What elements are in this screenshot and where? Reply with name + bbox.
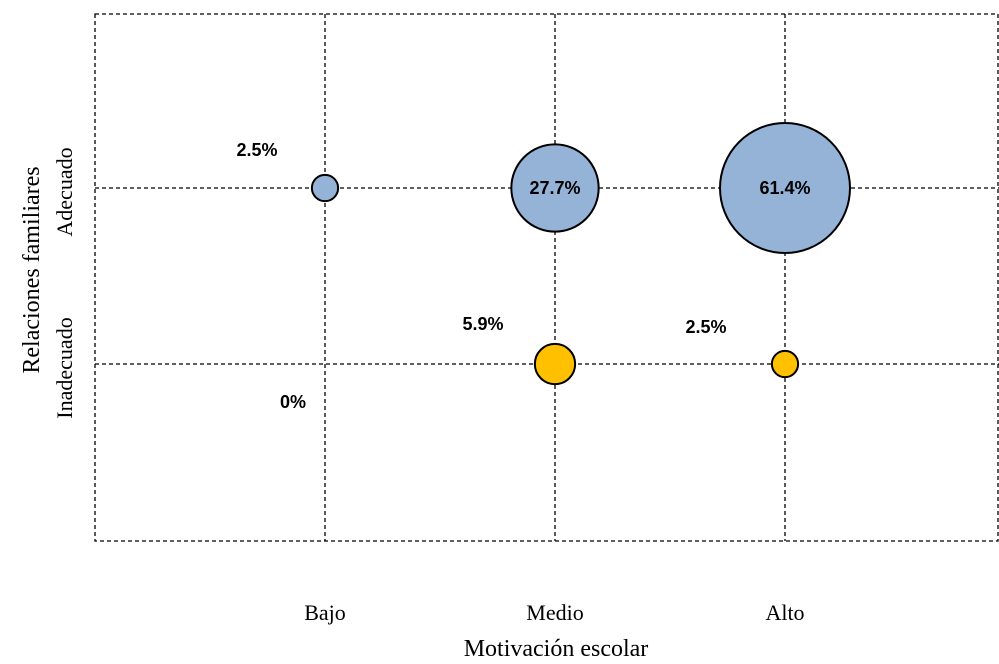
plot-frame [94,13,999,542]
grid [94,13,999,542]
x-tick-bajo: Bajo [304,600,346,625]
y-axis-title: Relaciones familiares [19,166,45,373]
tick-labels: Bajo Medio Alto Inadecuado Adecuado [52,147,805,625]
data-label-adecuado-alto: 61.4% [759,178,810,198]
bubble-adecuado-alto [719,122,851,254]
bubble-inadecuado-alto [770,349,800,379]
x-tick-medio: Medio [526,600,583,625]
bubbles [310,122,851,386]
data-label-adecuado-medio: 27.7% [529,178,580,198]
y-tick-adecuado: Adecuado [52,147,77,236]
x-axis-title: Motivación escolar [464,636,649,662]
data-label-inadecuado-alto: 2.5% [685,317,726,337]
data-label-inadecuado-bajo: 0% [280,392,306,412]
bubble-adecuado-medio [510,143,600,233]
bubble-inadecuado-medio [533,342,577,386]
data-label-inadecuado-medio: 5.9% [462,314,503,334]
data-label-adecuado-bajo: 2.5% [236,140,277,160]
y-tick-inadecuado: Inadecuado [52,317,77,418]
data-labels: 2.5% 27.7% 61.4% 0% 5.9% 2.5% [236,140,810,412]
x-tick-alto: Alto [765,600,804,625]
bubble-adecuado-bajo [310,173,340,203]
